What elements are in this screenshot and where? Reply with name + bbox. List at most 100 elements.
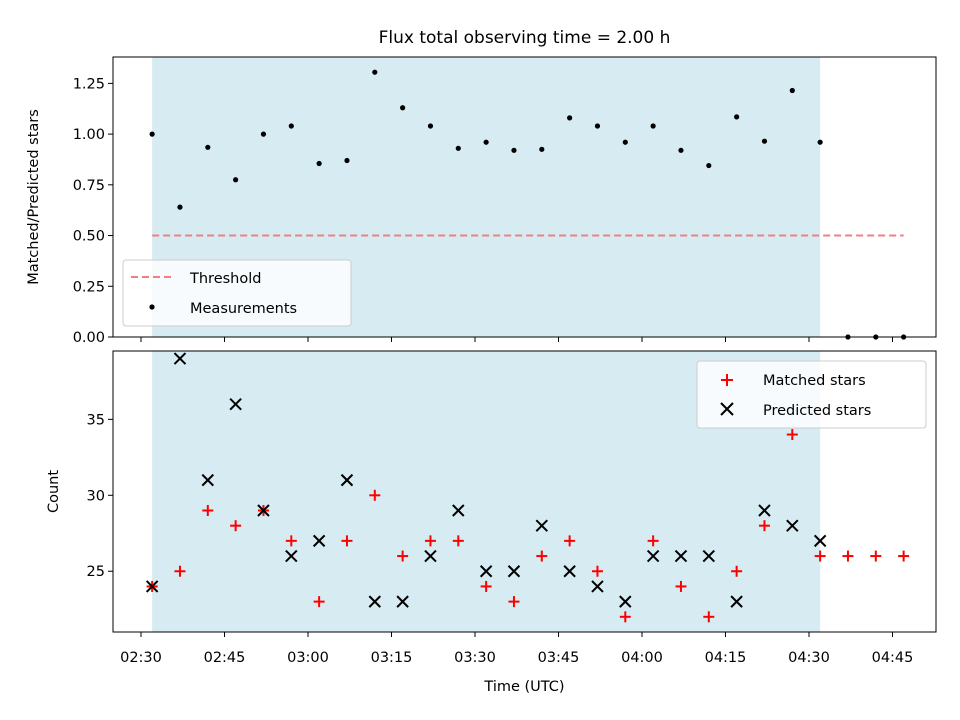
legend-measurements-swatch xyxy=(149,304,155,310)
bottom-y-ticks: 25 30 35 xyxy=(87,412,113,580)
measurement-point xyxy=(455,145,461,151)
predicted-star-marker xyxy=(145,580,159,593)
measurement-point xyxy=(539,146,545,152)
legend-predicted-swatch xyxy=(720,402,734,416)
matched-stars-points xyxy=(146,429,910,623)
matched-star-marker xyxy=(758,520,770,532)
matched-star-marker xyxy=(341,535,353,547)
matched-star-marker xyxy=(675,580,687,592)
bottom-x-ticks: 02:30 02:45 03:00 03:15 03:30 03:45 04:00 04:15… xyxy=(120,632,913,666)
predicted-star-marker xyxy=(479,565,493,578)
measurement-point xyxy=(761,138,768,144)
legend-measurements-label: Measurements xyxy=(190,301,297,317)
measurements-points xyxy=(149,69,907,340)
x-axis-label: Time (UTC) xyxy=(483,679,564,695)
measurement-point xyxy=(233,177,239,183)
measurement-point xyxy=(594,123,601,129)
chart-title: Flux total observing time = 2.00 h xyxy=(379,28,671,48)
predicted-star-marker xyxy=(758,504,771,517)
measurement-point xyxy=(427,123,434,129)
matched-star-marker xyxy=(647,535,659,547)
predicted-star-marker xyxy=(730,595,743,608)
matched-star-marker xyxy=(786,429,798,441)
predicted-star-marker xyxy=(424,549,437,563)
predicted-star-marker xyxy=(285,549,298,563)
measurement-point xyxy=(177,204,183,210)
matched-star-marker xyxy=(313,596,325,608)
measurement-point xyxy=(511,147,517,153)
measurement-point xyxy=(622,139,628,145)
top-y-axis-label: Matched/Predicted stars xyxy=(26,109,42,285)
x-tick-label: 03:30 xyxy=(454,650,496,666)
legend-threshold-label: Threshold xyxy=(189,271,261,287)
matched-star-marker xyxy=(452,535,464,547)
matched-star-marker xyxy=(564,535,576,547)
matched-star-marker xyxy=(591,565,603,577)
predicted-stars-points xyxy=(145,352,827,608)
predicted-star-marker xyxy=(563,565,576,578)
predicted-star-marker xyxy=(396,595,409,608)
measurement-point xyxy=(260,131,267,137)
top-y-tick-label: 0.75 xyxy=(73,178,105,194)
x-tick-label: 04:45 xyxy=(872,650,914,666)
matched-star-marker xyxy=(285,535,297,547)
predicted-star-marker xyxy=(340,473,354,487)
top-axes-frame xyxy=(112,56,937,338)
top-y-tick-label: 1.00 xyxy=(73,127,105,143)
bottom-y-tick-label: 25 xyxy=(87,564,105,580)
matched-star-marker xyxy=(174,565,186,577)
predicted-star-marker xyxy=(813,534,827,548)
legend-matched-label: Matched stars xyxy=(763,373,866,389)
top-y-tick-label: 1.25 xyxy=(73,76,105,92)
matched-star-marker xyxy=(508,596,520,608)
bottom-y-tick-label: 35 xyxy=(87,412,105,428)
measurement-point xyxy=(650,123,656,129)
matched-star-marker xyxy=(731,565,743,577)
measurement-point xyxy=(706,162,712,169)
matched-star-marker xyxy=(202,504,214,516)
bottom-axes-frame xyxy=(112,350,937,633)
bottom-panel: 25 30 35 02:30 02:45 03:00 03:15 03:30 03:45 04:… xyxy=(46,350,937,695)
predicted-star-marker xyxy=(646,549,660,563)
matched-star-marker xyxy=(424,535,436,547)
matched-star-marker xyxy=(703,611,715,623)
measurement-point xyxy=(817,139,823,145)
top-y-tick-label: 0.25 xyxy=(73,279,105,295)
matched-star-marker xyxy=(369,489,381,501)
predicted-star-marker xyxy=(257,504,270,517)
measurement-point xyxy=(734,114,740,120)
top-y-tick-label: 0.50 xyxy=(73,229,105,245)
predicted-star-marker xyxy=(368,595,382,608)
x-tick-label: 02:45 xyxy=(204,650,246,666)
x-tick-label: 03:45 xyxy=(538,650,580,666)
predicted-star-marker xyxy=(201,473,215,487)
predicted-star-marker xyxy=(591,580,604,593)
measurement-point xyxy=(567,115,573,121)
matched-star-marker xyxy=(230,520,242,532)
top-y-ticks: 0.00 0.25 0.50 0.75 1.00 1.25 xyxy=(73,76,113,346)
x-tick-label: 03:00 xyxy=(287,650,329,666)
matched-star-marker xyxy=(842,550,854,562)
top-y-tick-label: 0.00 xyxy=(73,330,105,346)
measurement-point xyxy=(205,144,211,150)
measurement-point xyxy=(316,160,322,167)
predicted-star-marker xyxy=(619,595,632,608)
measurement-point xyxy=(372,69,378,75)
measurement-point xyxy=(149,131,155,137)
matched-star-marker xyxy=(536,550,548,562)
matched-star-marker xyxy=(397,550,409,562)
bottom-y-tick-label: 30 xyxy=(87,488,105,504)
bottom-legend: Matched stars Predicted stars xyxy=(696,360,927,429)
top-x-ticks xyxy=(140,337,893,342)
matched-star-marker xyxy=(619,611,631,623)
matched-star-marker xyxy=(814,550,826,562)
predicted-star-marker xyxy=(312,534,326,548)
top-panel: 0.00 0.25 0.50 0.75 1.00 1.25 Matched/Predict… xyxy=(26,56,937,346)
measurement-point xyxy=(678,147,684,153)
measurement-point xyxy=(288,123,294,129)
predicted-star-marker xyxy=(535,519,549,532)
measurement-point xyxy=(483,139,489,145)
x-tick-label: 04:00 xyxy=(621,650,663,666)
predicted-star-marker xyxy=(507,565,521,578)
